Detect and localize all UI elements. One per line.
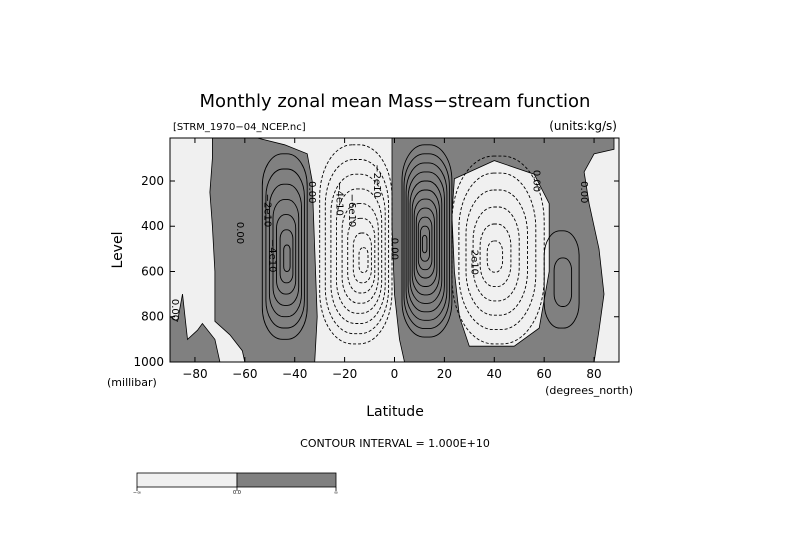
contour-label-10: 0.00 xyxy=(578,181,589,203)
chart-title: Monthly zonal mean Mass−stream function xyxy=(200,91,591,112)
contour-cell3-level8 xyxy=(415,207,435,279)
contour-cell3-level11 xyxy=(421,234,428,254)
contour-cell4-level3 xyxy=(465,189,528,316)
shade-band-south xyxy=(209,138,318,362)
contour-cell3-level10 xyxy=(419,225,430,262)
contour-cell2-level4 xyxy=(336,188,383,314)
y-axis-ticks: 200 400 600 800 1000 xyxy=(133,174,619,369)
contour-cell3-level6 xyxy=(411,189,440,296)
x-axis-units: (degrees_north) xyxy=(545,384,633,397)
y-tick-label-0: 200 xyxy=(141,174,164,188)
contour-cell4-level4 xyxy=(472,206,520,302)
x-axis-ticks: −80 −60 −40 −20 0 20 40 60 80 xyxy=(182,138,602,381)
shade-negative-pocket xyxy=(451,160,550,347)
contour-cell2-level8 xyxy=(358,247,369,274)
contour-cell2-level1 xyxy=(319,144,393,345)
x-tick-label-5: 20 xyxy=(437,367,452,381)
x-tick-label-0: −80 xyxy=(182,367,207,381)
contour-cell1-level5 xyxy=(276,214,297,295)
contour-label-0: 0.00 xyxy=(234,222,245,244)
contour-cell3-level4 xyxy=(407,171,445,313)
colorbar-ticks: −∞ 0.0 ∞ xyxy=(133,487,338,496)
x-tick-label-2: −40 xyxy=(282,367,307,381)
x-tick-label-7: 60 xyxy=(537,367,552,381)
x-tick-label-6: 40 xyxy=(487,367,502,381)
colorbar-label-0: −∞ xyxy=(133,490,141,496)
contour-cell4-level5 xyxy=(479,223,512,288)
y-axis-label: Level xyxy=(110,232,126,269)
y-tick-label-1: 400 xyxy=(141,219,164,233)
y-tick-label-4: 1000 xyxy=(133,355,164,369)
y-tick-label-3: 800 xyxy=(141,310,164,324)
contour-cell3-level9 xyxy=(417,216,433,271)
contour-cell1-level4 xyxy=(272,198,300,306)
contour-label-4: −4e10 xyxy=(334,182,345,216)
contour-label-1: −2e10 xyxy=(261,194,272,228)
colorbar-label-1: 0.0 xyxy=(233,490,241,496)
contour-cell1-level6 xyxy=(279,229,294,284)
contour-label-11: 0.00 xyxy=(169,299,180,321)
x-axis-label: Latitude xyxy=(366,404,424,420)
colorbar-positive xyxy=(236,472,337,488)
contour-cell3-level7 xyxy=(413,198,438,287)
contour-cell5-level1 xyxy=(543,230,580,329)
x-tick-label-3: −20 xyxy=(332,367,357,381)
contour-cell5-level2 xyxy=(553,257,573,307)
contour-cell2-level7 xyxy=(352,232,372,284)
contour-interval-text: CONTOUR INTERVAL = 1.000E+10 xyxy=(300,437,490,450)
contour-cell1-level7 xyxy=(283,244,291,272)
contour-cell2-level6 xyxy=(347,217,376,294)
y-tick-label-2: 600 xyxy=(141,264,164,278)
contour-cell2-level3 xyxy=(330,173,386,324)
colorbar: −∞ 0.0 ∞ xyxy=(133,472,338,496)
contour-label-8: 2e10 xyxy=(468,250,479,275)
contour-label-6: −2e10 xyxy=(371,164,382,198)
contour-label-3: 0.00 xyxy=(306,181,317,203)
colorbar-label-2: ∞ xyxy=(334,490,338,496)
chart-subtitle-file: [STRM_1970−04_NCEP.nc] xyxy=(173,122,306,133)
contour-cell2-level5 xyxy=(341,203,379,304)
y-axis-units: (millibar) xyxy=(107,376,157,389)
contour-cell3-level5 xyxy=(409,180,443,304)
contour-cell1-level1 xyxy=(261,153,308,340)
shade-south-corner xyxy=(170,294,221,362)
contour-label-5: −6e10 xyxy=(346,194,357,228)
positive-shading xyxy=(170,138,615,362)
contour-cell3-level3 xyxy=(405,162,448,321)
contour-label-7: 0.00 xyxy=(389,238,400,260)
x-tick-label-1: −60 xyxy=(232,367,257,381)
contour-cell4-level6 xyxy=(486,240,504,273)
colorbar-negative xyxy=(136,472,238,488)
contour-cell2-level2 xyxy=(324,159,390,335)
x-tick-label-4: 0 xyxy=(391,367,399,381)
contour-cell1-level2 xyxy=(265,168,305,329)
contour-cell3-level2 xyxy=(403,153,450,330)
chart-subtitle-units: (units:kg/s) xyxy=(549,119,617,133)
contour-label-2: −4e10 xyxy=(266,239,277,273)
contour-cell1-level3 xyxy=(268,183,302,318)
contour-cell4-level2 xyxy=(458,172,537,331)
contour-lines xyxy=(261,144,580,345)
contour-label-9: 0.00 xyxy=(531,170,542,192)
x-tick-label-8: 80 xyxy=(586,367,601,381)
